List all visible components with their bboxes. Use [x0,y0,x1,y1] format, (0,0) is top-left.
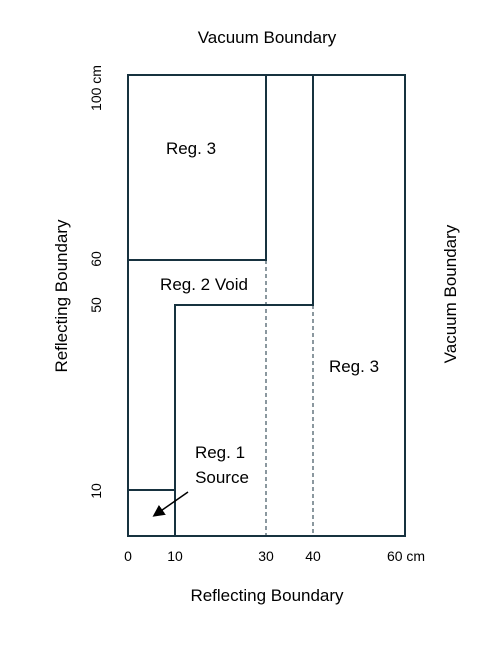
right-boundary-label: Vacuum Boundary [441,224,460,363]
source-arrow [152,491,189,517]
top-boundary-label: Vacuum Boundary [198,28,337,47]
reg2-void-label: Reg. 2 Void [160,275,248,294]
y-tick-50: 50 [88,297,104,313]
reg2-void-outline [174,75,314,536]
bottom-boundary-label: Reflecting Boundary [190,586,344,605]
reg3-upper-outline [128,75,267,261]
y-tick-60: 60 [88,251,104,267]
y-tick-10: 10 [88,483,104,499]
left-boundary-label: Reflecting Boundary [52,219,71,373]
reg3-right-label: Reg. 3 [329,357,379,376]
x-tick-40: 40 [305,548,321,564]
source-label: Source [195,468,249,487]
reg3-upper-label: Reg. 3 [166,139,216,158]
x-tick-60: 60 cm [387,548,425,564]
y-tick-100: 100 cm [88,65,104,111]
reg1-label: Reg. 1 [195,443,245,462]
x-tick-0: 0 [124,548,132,564]
x-tick-30: 30 [258,548,274,564]
x-tick-10: 10 [167,548,183,564]
